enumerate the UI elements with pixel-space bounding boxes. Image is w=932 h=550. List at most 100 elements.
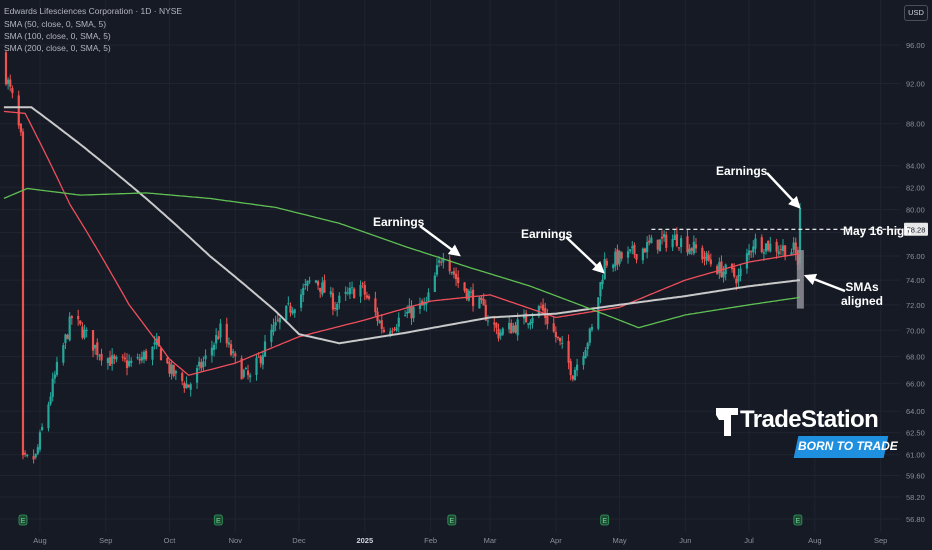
candle-body[interactable] <box>359 284 362 297</box>
candle-body[interactable] <box>361 283 364 285</box>
candle-body[interactable] <box>442 258 445 263</box>
candle-body[interactable] <box>198 361 201 367</box>
candle-body[interactable] <box>633 244 636 255</box>
candle-body[interactable] <box>331 293 335 310</box>
candle-body[interactable] <box>495 323 498 328</box>
candle-body[interactable] <box>348 288 352 295</box>
candle-body[interactable] <box>142 352 146 360</box>
candle-body[interactable] <box>516 319 519 336</box>
candle-body[interactable] <box>404 315 407 317</box>
candle-body[interactable] <box>19 123 22 133</box>
candle-body[interactable] <box>764 243 768 252</box>
candle-body[interactable] <box>658 239 661 252</box>
candle-body[interactable] <box>735 278 738 284</box>
candle-body[interactable] <box>665 234 668 248</box>
candle-body[interactable] <box>274 321 277 326</box>
candle-body[interactable] <box>465 288 468 300</box>
candle-body[interactable] <box>125 360 129 369</box>
candle-body[interactable] <box>195 368 199 383</box>
candle-body[interactable] <box>314 280 318 283</box>
candle-body[interactable] <box>605 260 608 266</box>
candle-body[interactable] <box>91 330 95 351</box>
candle-body[interactable] <box>200 362 203 369</box>
candle-body[interactable] <box>181 372 184 381</box>
candle-body[interactable] <box>210 347 214 356</box>
candle-body[interactable] <box>686 236 689 253</box>
candle-body[interactable] <box>612 264 615 269</box>
candle-body[interactable] <box>212 344 216 350</box>
candle-body[interactable] <box>792 242 795 250</box>
candle-body[interactable] <box>263 341 267 357</box>
candle-body[interactable] <box>367 296 371 299</box>
candle-body[interactable] <box>448 259 451 272</box>
candle-body[interactable] <box>599 282 602 297</box>
candle-body[interactable] <box>784 245 787 257</box>
candle-body[interactable] <box>701 247 704 260</box>
candle-body[interactable] <box>382 329 385 333</box>
candle-body[interactable] <box>544 308 547 318</box>
candle-body[interactable] <box>692 241 695 254</box>
candle-body[interactable] <box>469 291 473 293</box>
candle-body[interactable] <box>289 305 292 313</box>
candle-body[interactable] <box>718 262 721 273</box>
candle-body[interactable] <box>98 355 101 357</box>
candle-body[interactable] <box>353 288 356 299</box>
candle-body[interactable] <box>257 356 260 358</box>
candle-body[interactable] <box>408 305 411 314</box>
candle-body[interactable] <box>285 305 288 321</box>
candle-body[interactable] <box>278 317 281 323</box>
earnings-marker[interactable] <box>600 514 610 526</box>
candle-body[interactable] <box>569 361 572 376</box>
candle-body[interactable] <box>159 348 163 361</box>
candle-body[interactable] <box>259 356 262 364</box>
candle-body[interactable] <box>671 239 674 248</box>
earnings-marker[interactable] <box>793 514 803 526</box>
candle-body[interactable] <box>378 320 381 323</box>
candle-body[interactable] <box>293 309 296 314</box>
candle-body[interactable] <box>323 280 326 293</box>
candle-body[interactable] <box>316 281 320 286</box>
candle-body[interactable] <box>747 250 751 256</box>
candle-body[interactable] <box>291 310 294 314</box>
candle-body[interactable] <box>412 307 415 319</box>
candle-body[interactable] <box>629 249 632 252</box>
candle-body[interactable] <box>9 79 12 87</box>
candle-body[interactable] <box>166 357 169 364</box>
candle-body[interactable] <box>745 253 749 269</box>
candle-body[interactable] <box>338 295 341 303</box>
candle-body[interactable] <box>631 246 634 249</box>
candle-body[interactable] <box>493 322 496 325</box>
candle-body[interactable] <box>707 254 710 261</box>
candle-body[interactable] <box>389 331 392 335</box>
candle-body[interactable] <box>552 323 555 332</box>
candle-body[interactable] <box>777 251 780 255</box>
candle-body[interactable] <box>24 452 27 455</box>
candle-body[interactable] <box>204 355 207 360</box>
candle-body[interactable] <box>760 237 763 253</box>
candle-body[interactable] <box>673 235 676 240</box>
candle-body[interactable] <box>737 275 740 282</box>
earnings-marker[interactable] <box>18 514 28 526</box>
earnings-marker[interactable] <box>213 514 223 526</box>
candle-body[interactable] <box>66 334 69 339</box>
candle-body[interactable] <box>202 361 205 368</box>
candle-body[interactable] <box>677 247 681 249</box>
candle-body[interactable] <box>567 341 570 363</box>
candle-body[interactable] <box>781 245 785 251</box>
candle-body[interactable] <box>115 356 118 360</box>
candle-body[interactable] <box>573 369 577 381</box>
candle-body[interactable] <box>136 356 139 359</box>
candle-body[interactable] <box>525 313 528 323</box>
candle-body[interactable] <box>656 239 659 250</box>
candle-body[interactable] <box>287 303 290 305</box>
candle-body[interactable] <box>437 260 441 263</box>
candle-body[interactable] <box>68 316 71 341</box>
candle-body[interactable] <box>36 447 39 454</box>
candle-body[interactable] <box>571 375 574 380</box>
candle-body[interactable] <box>554 331 557 338</box>
candle-body[interactable] <box>346 292 349 294</box>
sma-50-legend[interactable]: SMA (50, close, 0, SMA, 5) <box>4 19 107 29</box>
candle-body[interactable] <box>752 246 755 253</box>
candle-body[interactable] <box>597 297 600 329</box>
candle-body[interactable] <box>130 360 133 363</box>
